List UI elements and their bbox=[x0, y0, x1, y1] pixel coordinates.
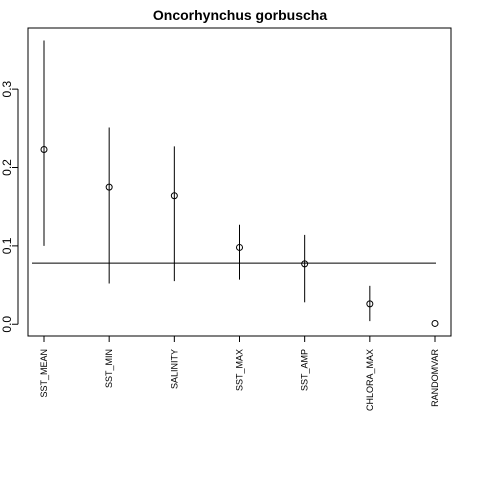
point-5 bbox=[366, 300, 374, 308]
data-marks bbox=[40, 40, 439, 327]
point-6 bbox=[431, 319, 439, 327]
y-tick-label-2: 0.2 bbox=[0, 159, 14, 176]
y-tick-label-1: 0.1 bbox=[0, 237, 14, 254]
plot-frame bbox=[27, 27, 452, 337]
y-tick-label-3: 0.3 bbox=[0, 80, 14, 97]
y-axis: 0.0 0.1 0.2 0.3 bbox=[0, 80, 19, 333]
point-0 bbox=[40, 145, 48, 153]
x-tick-label-1: SST_MIN bbox=[104, 349, 114, 388]
x-axis: SST_MEAN SST_MIN SALINITY SST_MAX SST_AMP CHL… bbox=[39, 335, 440, 411]
point-3 bbox=[236, 243, 243, 251]
y-tick-label-0: 0.0 bbox=[0, 316, 14, 333]
point-1 bbox=[105, 183, 113, 191]
x-tick-label-6: RANDOMVAR bbox=[430, 349, 440, 407]
chart-title: Oncorhynchus gorbuscha bbox=[153, 7, 327, 23]
x-tick-label-5: CHLORA_MAX bbox=[365, 349, 375, 411]
x-tick-label-0: SST_MEAN bbox=[39, 349, 49, 398]
point-2 bbox=[170, 192, 178, 200]
x-tick-label-3: SST_MAX bbox=[235, 349, 245, 391]
x-tick-label-4: SST_AMP bbox=[300, 349, 310, 391]
x-tick-label-2: SALINITY bbox=[169, 349, 179, 389]
point-4 bbox=[301, 260, 309, 268]
